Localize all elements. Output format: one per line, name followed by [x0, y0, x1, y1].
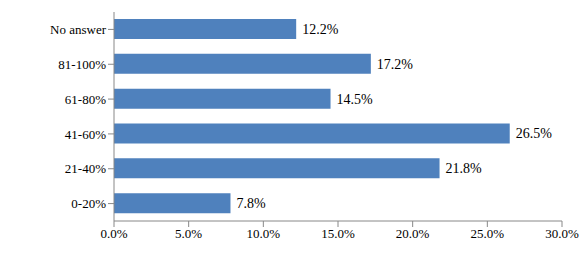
svg-text:12.2%: 12.2%	[302, 22, 339, 37]
svg-text:61-80%: 61-80%	[65, 92, 106, 107]
svg-text:21.8%: 21.8%	[446, 161, 483, 176]
svg-text:20.0%: 20.0%	[396, 226, 430, 241]
svg-text:30.0%: 30.0%	[545, 226, 579, 241]
svg-text:10.0%: 10.0%	[247, 226, 281, 241]
svg-text:17.2%: 17.2%	[377, 57, 414, 72]
svg-text:41-60%: 41-60%	[65, 127, 106, 142]
svg-text:7.8%: 7.8%	[236, 196, 265, 211]
svg-text:81-100%: 81-100%	[58, 57, 106, 72]
svg-text:25.0%: 25.0%	[471, 226, 505, 241]
svg-text:0.0%: 0.0%	[100, 226, 127, 241]
svg-text:26.5%: 26.5%	[516, 126, 553, 141]
svg-text:No answer: No answer	[50, 22, 107, 37]
svg-text:15.0%: 15.0%	[321, 226, 355, 241]
svg-text:0-20%: 0-20%	[71, 196, 106, 211]
svg-text:5.0%: 5.0%	[175, 226, 202, 241]
svg-text:14.5%: 14.5%	[337, 92, 374, 107]
svg-text:21-40%: 21-40%	[65, 161, 106, 176]
